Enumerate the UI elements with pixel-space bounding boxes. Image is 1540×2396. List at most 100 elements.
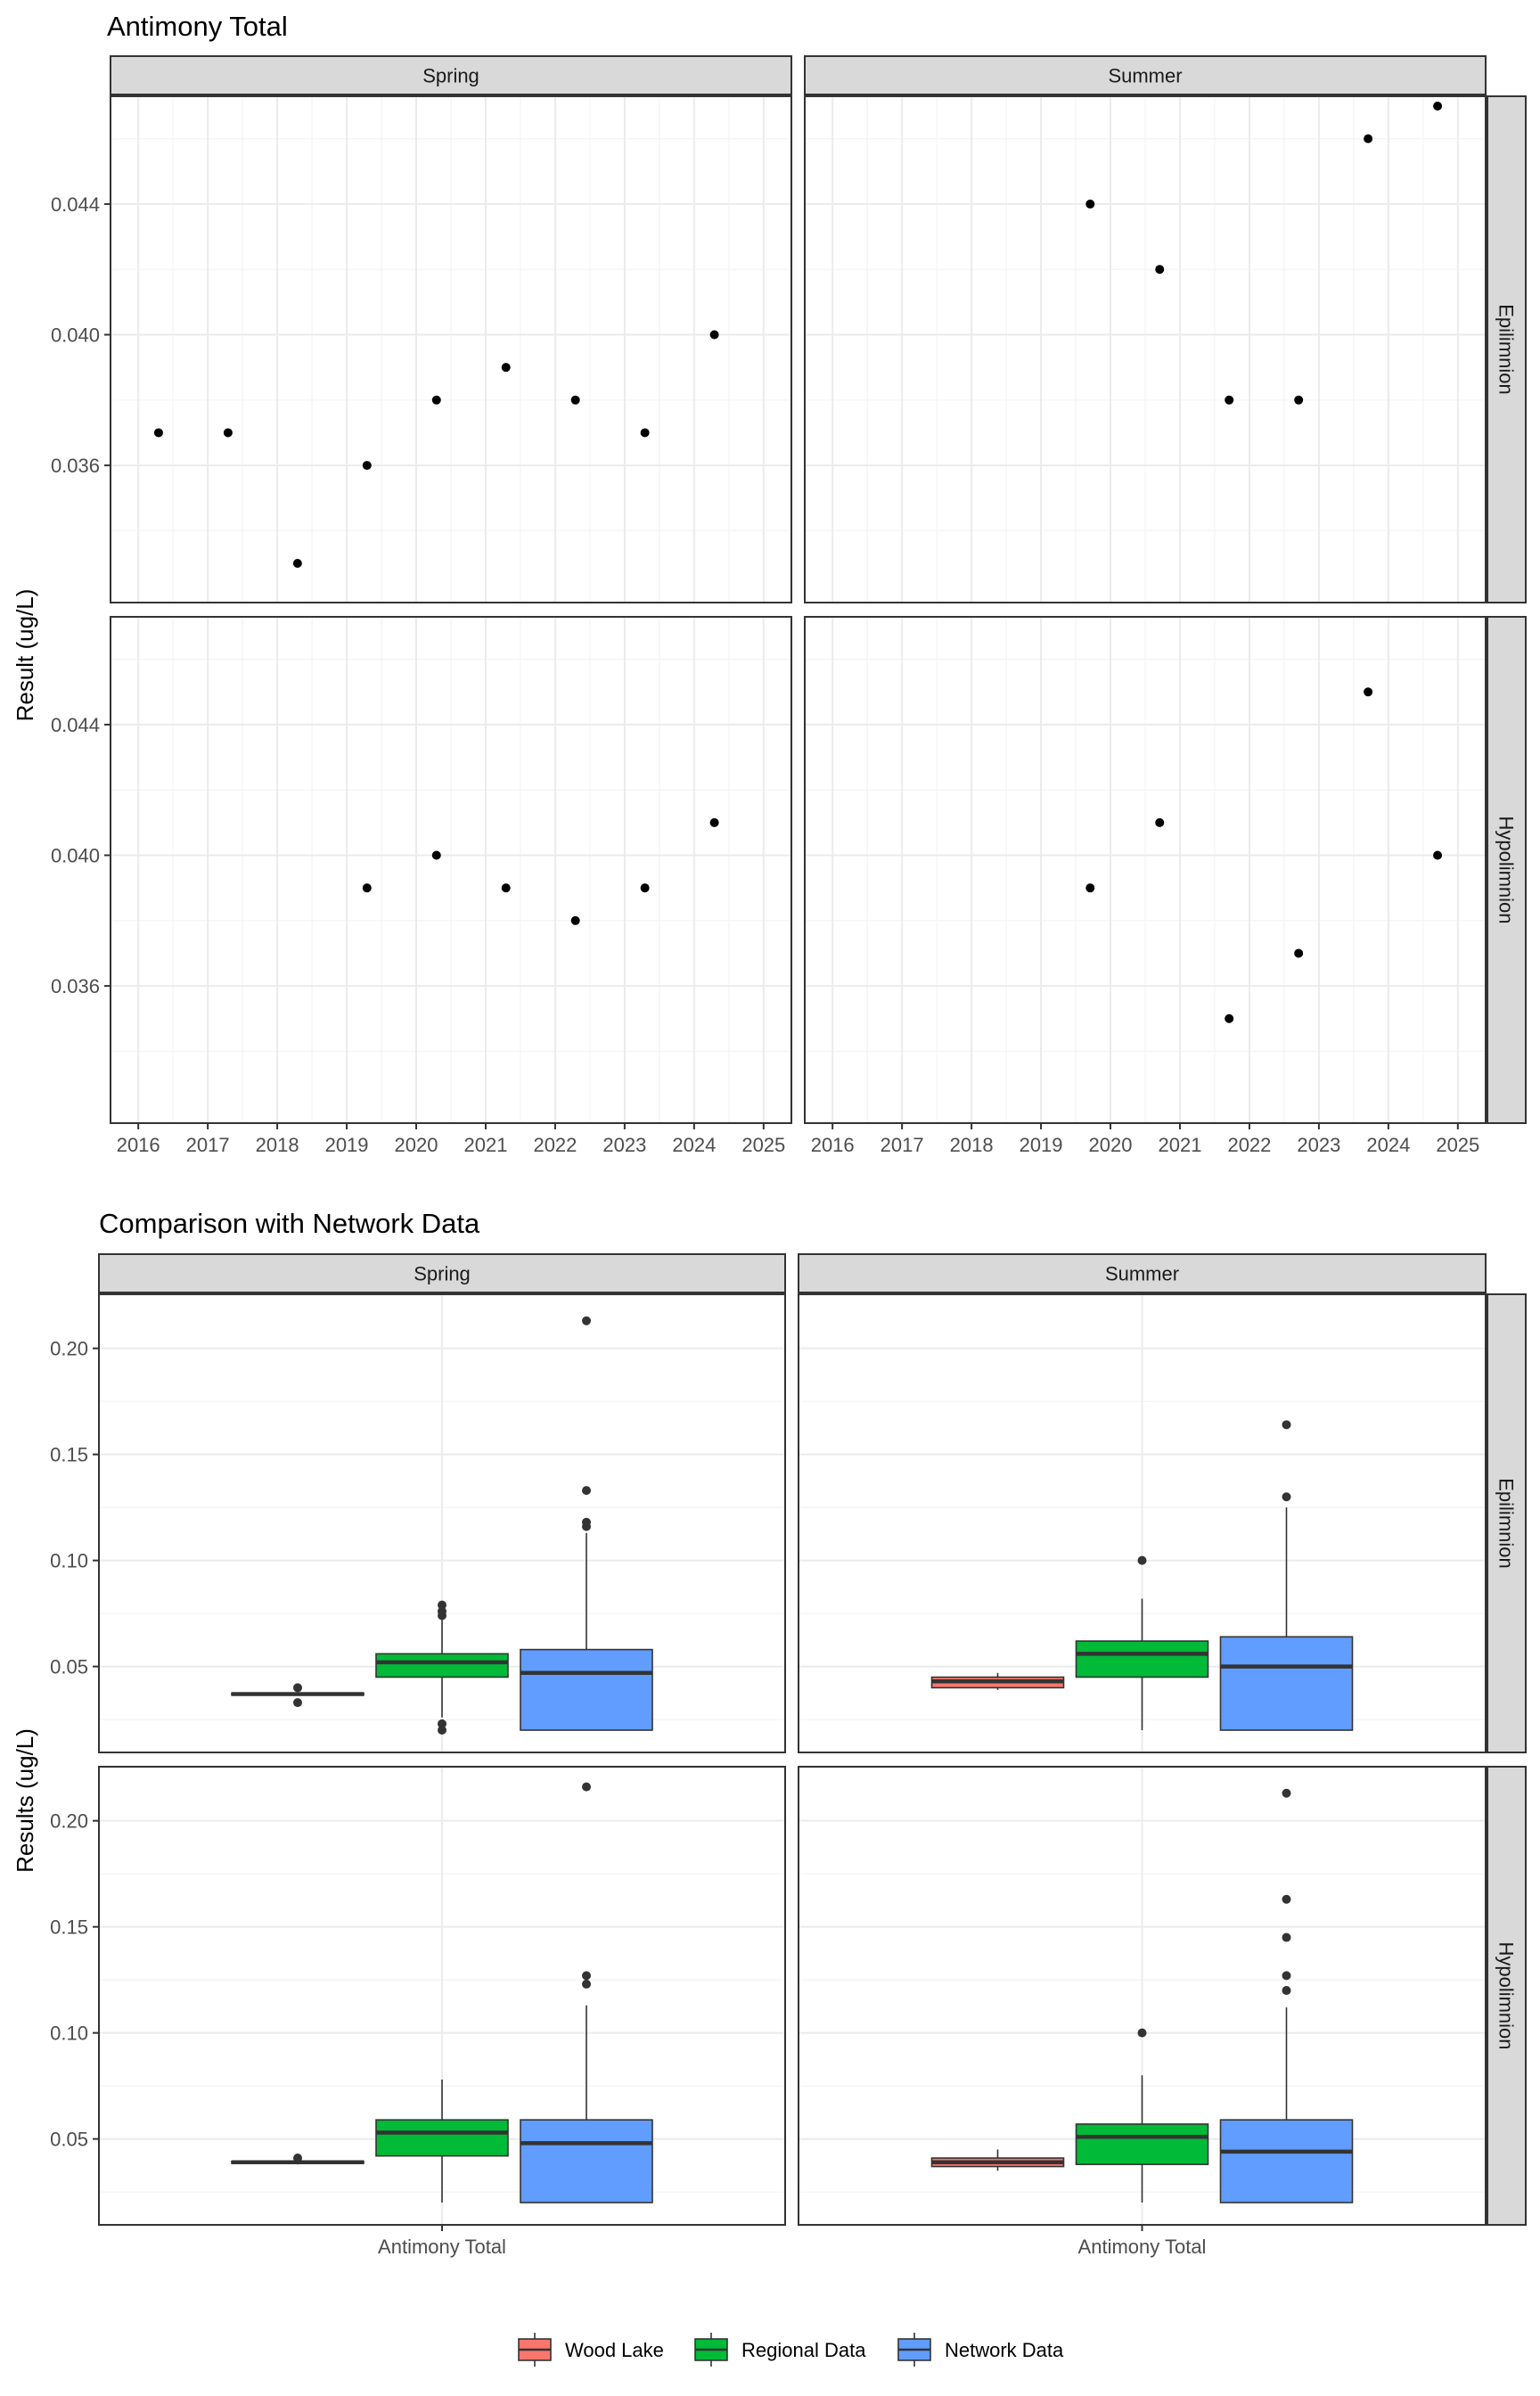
strip-label-epilimnion: Epilimnion — [1495, 1478, 1518, 1569]
x-tick-label: 2023 — [1297, 1134, 1340, 1156]
box-panels: Spring Antimony Total Summer Antimony Total… — [50, 1253, 1527, 2258]
x-tick-label: 2020 — [395, 1134, 438, 1156]
strip-epilimnion — [1487, 1293, 1527, 1753]
x-tick-label: 2022 — [1227, 1134, 1271, 1156]
strip-summer — [804, 55, 1487, 95]
legend-item-network-data: Network Data — [897, 2333, 1064, 2367]
data-point — [292, 559, 302, 569]
data-point — [431, 395, 441, 405]
outlier-point — [438, 1600, 446, 1610]
strip-label-spring: Spring — [414, 1263, 471, 1285]
outlier-point — [1282, 1788, 1291, 1798]
outlier-point — [582, 1979, 591, 1989]
strip-label-hypolimnion: Hypolimnion — [1495, 1941, 1518, 2049]
x-tick-label: 2017 — [881, 1134, 924, 1156]
x-tick-label: Antimony Total — [1078, 2236, 1207, 2258]
strip-summer — [798, 1253, 1487, 1293]
outlier-point — [438, 1726, 446, 1735]
outlier-point — [1282, 1932, 1291, 1942]
box-iqr — [1219, 1636, 1354, 1731]
y-tick-label: 0.05 — [50, 2129, 88, 2151]
y-tick-label: 0.044 — [51, 193, 100, 216]
y-tick-label: 0.05 — [50, 1656, 88, 1678]
legend-item-wood-lake: Wood Lake — [518, 2333, 664, 2367]
box-wood-lake — [231, 2154, 365, 2165]
strip-label-summer: Summer — [1108, 65, 1182, 87]
box-regional-data — [375, 1600, 509, 1735]
outlier-point — [1282, 1420, 1291, 1430]
box-iqr — [375, 2119, 509, 2157]
strip-label-epilimnion: Epilimnion — [1495, 304, 1518, 395]
data-point — [1294, 395, 1304, 405]
x-tick-label: 2017 — [186, 1134, 230, 1156]
box-network-data — [520, 1316, 653, 1731]
box-iqr — [375, 1653, 509, 1678]
scatter-panels: Spring Summer Epilimnion Hypolimnion 0.036 0.… — [51, 55, 1527, 1156]
y-tick-label: 0.044 — [51, 714, 100, 736]
strip-hypolimnion — [1487, 616, 1527, 1124]
outlier-point — [582, 1316, 591, 1325]
x-tick-label: 2016 — [811, 1134, 855, 1156]
box-panel-spring-hypolimnion — [98, 1766, 786, 2226]
strip-label-spring: Spring — [422, 65, 479, 87]
y-tick-label: 0.10 — [50, 2023, 88, 2045]
data-point — [1085, 883, 1095, 893]
box-iqr — [520, 2119, 653, 2203]
strip-hypolimnion — [1487, 1766, 1527, 2226]
data-point — [1364, 134, 1373, 144]
box-chart: Comparison with Network Data Results (ug… — [12, 1208, 1527, 2367]
data-point — [1294, 948, 1304, 958]
box-panel-summer-epilimnion — [798, 1293, 1487, 1753]
outlier-point — [1282, 1492, 1291, 1502]
outlier-point — [293, 1683, 302, 1693]
box-chart-ylabel: Results (ug/L) — [12, 1728, 38, 1873]
y-tick-label: 0.040 — [51, 845, 100, 867]
scatter-panel-spring-hypolimnion — [110, 616, 792, 1124]
x-tick-label: 2022 — [533, 1134, 577, 1156]
y-tick-label: 0.20 — [50, 1338, 88, 1360]
scatter-panel-spring-epilimnion — [110, 95, 792, 603]
x-tick-label: 2024 — [1366, 1134, 1410, 1156]
x-tick-label: 2020 — [1089, 1134, 1133, 1156]
outlier-point — [1282, 1894, 1291, 1904]
legend-label: Wood Lake — [565, 2339, 664, 2361]
x-tick-label: 2019 — [1020, 1134, 1063, 1156]
strip-label-summer: Summer — [1105, 1263, 1179, 1285]
legend: Wood Lake Regional Data Network Data — [518, 2333, 1064, 2367]
x-tick-label: 2021 — [1159, 1134, 1202, 1156]
data-point — [1155, 817, 1165, 827]
strip-epilimnion — [1487, 95, 1527, 603]
outlier-point — [293, 1698, 302, 1708]
outlier-point — [582, 1971, 591, 1981]
y-tick-label: 0.15 — [50, 1916, 88, 1939]
y-tick-label: 0.20 — [50, 1810, 88, 1833]
data-point — [501, 363, 511, 373]
data-point — [640, 883, 650, 893]
panel-border — [804, 616, 1487, 1124]
box-regional-data — [375, 2079, 509, 2203]
outlier-point — [438, 1719, 446, 1728]
data-point — [1433, 850, 1443, 860]
strip-spring — [110, 55, 792, 95]
scatter-chart: Antimony Total Result (ug/L) Spring Summe… — [12, 11, 1527, 1156]
scatter-panel-summer-hypolimnion — [804, 616, 1487, 1124]
outlier-point — [582, 1486, 591, 1496]
box-iqr — [1075, 1640, 1209, 1678]
panel-border — [798, 1293, 1487, 1753]
data-point — [570, 915, 580, 925]
outlier-point — [1137, 2028, 1147, 2038]
data-point — [501, 883, 511, 893]
y-tick-label: 0.036 — [51, 975, 100, 997]
x-tick-label: 2025 — [741, 1134, 785, 1156]
box-wood-lake — [930, 2149, 1065, 2171]
legend-label: Regional Data — [741, 2339, 866, 2361]
box-network-data — [1219, 1420, 1354, 1731]
box-panel-spring-epilimnion — [98, 1293, 786, 1753]
outlier-point — [293, 2154, 302, 2163]
x-tick-label: 2024 — [672, 1134, 716, 1156]
data-point — [640, 428, 650, 438]
data-point — [153, 428, 163, 438]
outlier-point — [1137, 1555, 1147, 1565]
outlier-point — [582, 1782, 591, 1792]
